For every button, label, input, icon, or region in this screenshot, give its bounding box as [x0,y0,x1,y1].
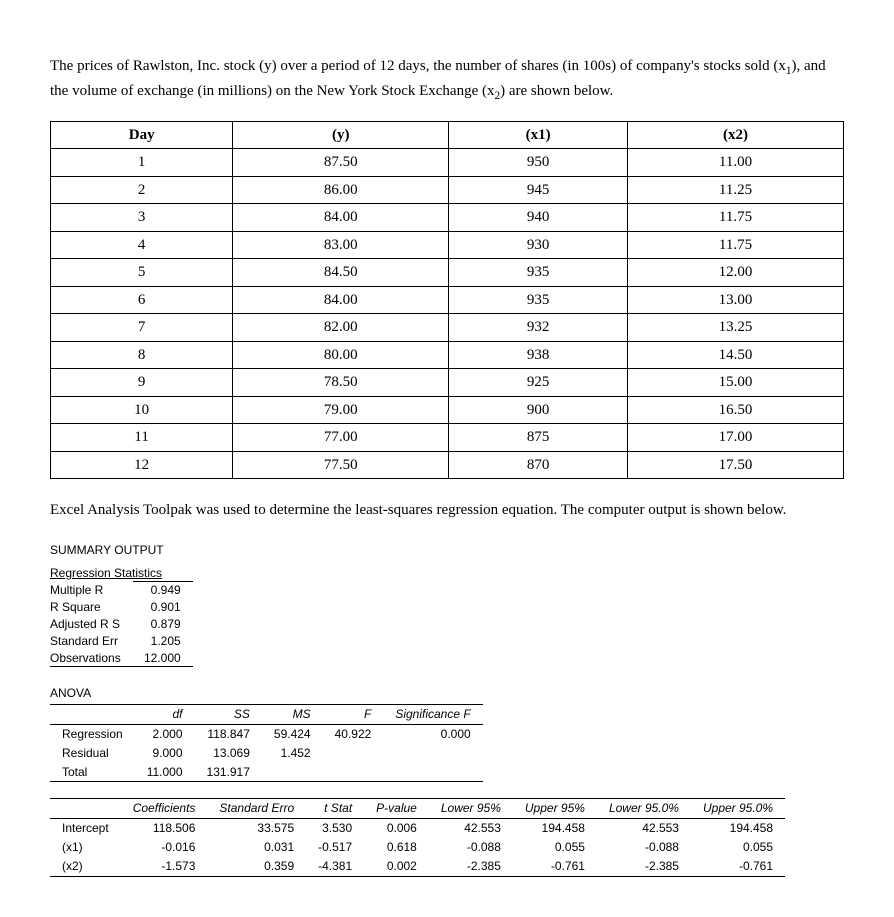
table-row: 483.0093011.75 [51,231,844,259]
table-row: (x1)-0.0160.031-0.5170.618-0.0880.055-0.… [50,838,785,857]
data-col-header: (x2) [628,121,844,149]
table-row: 1177.0087517.00 [51,424,844,452]
table-row: Total11.000131.917 [50,763,483,782]
table-row: 782.0093213.25 [51,314,844,342]
data-table: Day(y)(x1)(x2) 187.5095011.00286.0094511… [50,121,844,480]
anova-title: ANOVA [50,685,844,702]
table-row: (x2)-1.5730.359-4.3810.002-2.385-0.761-2… [50,857,785,876]
table-row: 584.5093512.00 [51,259,844,287]
data-col-header: (x1) [449,121,628,149]
table-row: 880.0093814.50 [51,341,844,369]
regression-statistics-title: Regression Statistics [50,565,193,582]
table-row: 1079.0090016.50 [51,396,844,424]
anova-table: dfSSMSFSignificance F Regression2.000118… [50,704,483,782]
table-row: 286.0094511.25 [51,176,844,204]
data-col-header: (y) [233,121,449,149]
summary-output-heading: SUMMARY OUTPUT [50,542,844,559]
table-row: Regression2.000118.84759.42440.9220.000 [50,724,483,743]
mid-text: Excel Analysis Toolpak was used to deter… [50,499,844,522]
problem-intro: The prices of Rawlston, Inc. stock (y) o… [50,55,844,105]
table-row: 384.0094011.75 [51,204,844,232]
table-row: Intercept118.50633.5753.5300.00642.55319… [50,819,785,838]
regression-statistics-table: Regression Statistics Multiple R0.949R S… [50,565,193,668]
coefficients-table: CoefficientsStandard Errot StatP-valueLo… [50,798,785,876]
table-row: 978.5092515.00 [51,369,844,397]
table-row: Residual9.00013.0691.452 [50,744,483,763]
table-row: 684.0093513.00 [51,286,844,314]
data-col-header: Day [51,121,233,149]
table-row: 187.5095011.00 [51,149,844,177]
table-row: 1277.5087017.50 [51,451,844,479]
